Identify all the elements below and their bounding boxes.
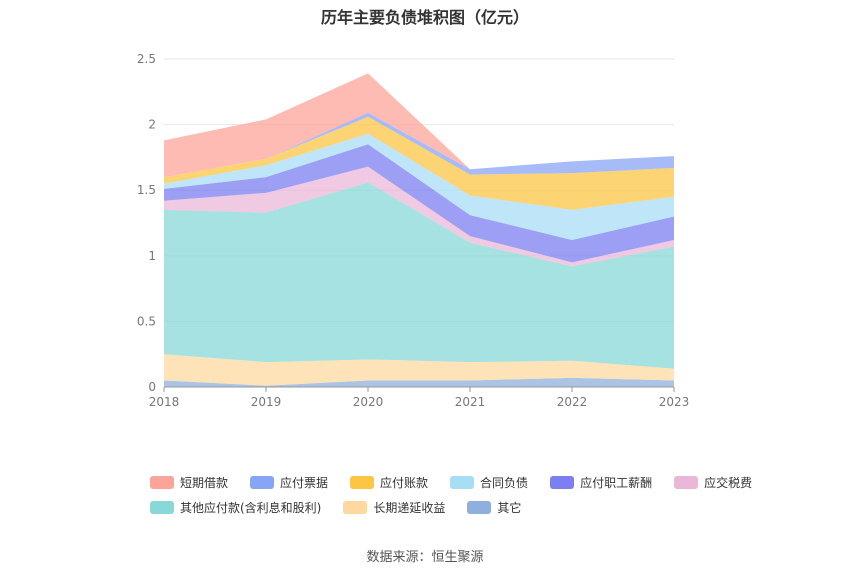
legend-swatch: [350, 476, 375, 489]
area-应付票据: [164, 112, 674, 178]
legend: 短期借款 应付票据 应付账款 合同负债 应付职工薪酬 应交税费 其他应付款(含利息和股利)…: [150, 470, 752, 520]
y-tick-label: 1.5: [137, 183, 156, 197]
y-tick-label: 0: [148, 380, 156, 394]
x-tick-label: 2021: [455, 395, 486, 409]
area-合同负债: [164, 133, 674, 241]
legend-item[interactable]: 应付票据: [250, 474, 328, 491]
area-应付职工薪酬: [164, 144, 674, 263]
legend-swatch: [674, 476, 699, 489]
legend-swatch: [450, 476, 475, 489]
x-tick-label: 2018: [149, 395, 180, 409]
legend-row: 短期借款 应付票据 应付账款 合同负债 应付职工薪酬 应交税费: [150, 470, 752, 495]
x-tick-label: 2023: [659, 395, 690, 409]
legend-item[interactable]: 短期借款: [150, 474, 228, 491]
y-tick-label: 2.5: [137, 52, 156, 66]
legend-label: 应付职工薪酬: [580, 476, 653, 490]
legend-swatch: [150, 501, 174, 514]
area-应付账款: [164, 116, 674, 210]
legend-label: 合同负债: [480, 476, 529, 490]
legend-label: 长期递延收益: [373, 501, 446, 515]
legend-item[interactable]: 其他应付款(含利息和股利): [150, 499, 321, 516]
area-其它: [164, 377, 674, 387]
legend-label: 其它: [497, 501, 522, 515]
chart-title: 历年主要负债堆积图（亿元）: [320, 8, 529, 27]
legend-swatch: [343, 501, 368, 514]
legend-item[interactable]: 应付账款: [350, 474, 428, 491]
legend-label: 应付账款: [380, 476, 429, 490]
area-短期借款: [164, 73, 674, 178]
legend-swatch: [550, 476, 575, 489]
area-series: [164, 73, 674, 387]
legend-label: 应交税费: [704, 476, 753, 490]
x-tick-label: 2020: [353, 395, 384, 409]
area-其他应付款(含利息和股利): [164, 182, 674, 369]
y-tick-label: 0.5: [137, 314, 156, 328]
y-tick-label: 1: [148, 249, 156, 263]
legend-item[interactable]: 长期递延收益: [343, 499, 445, 516]
area-应交税费: [164, 166, 674, 267]
stacked-area-chart: 0 0.5 1 1.5 2 2.5 2018 2019 2020 2021 2022 2023: [137, 52, 689, 409]
legend-label: 应付票据: [280, 476, 329, 490]
axes: 0 0.5 1 1.5 2 2.5 2018 2019 2020 2021 2022 2023: [137, 52, 689, 409]
legend-item[interactable]: 合同负债: [450, 474, 528, 491]
legend-label: 短期借款: [180, 476, 229, 490]
x-tick-label: 2022: [557, 395, 588, 409]
source-note: 数据来源：恒生聚源: [366, 550, 484, 565]
legend-swatch: [250, 476, 275, 489]
legend-row: 其他应付款(含利息和股利) 长期递延收益 其它: [150, 495, 730, 520]
legend-item[interactable]: 其它: [467, 499, 521, 516]
x-tick-label: 2019: [251, 395, 282, 409]
legend-item[interactable]: 应交税费: [674, 474, 752, 491]
legend-swatch: [467, 501, 492, 514]
y-tick-label: 2: [148, 118, 156, 132]
area-长期递延收益: [164, 354, 674, 386]
legend-swatch: [150, 476, 174, 489]
legend-label: 其他应付款(含利息和股利): [180, 501, 322, 515]
legend-item[interactable]: 应付职工薪酬: [550, 474, 652, 491]
